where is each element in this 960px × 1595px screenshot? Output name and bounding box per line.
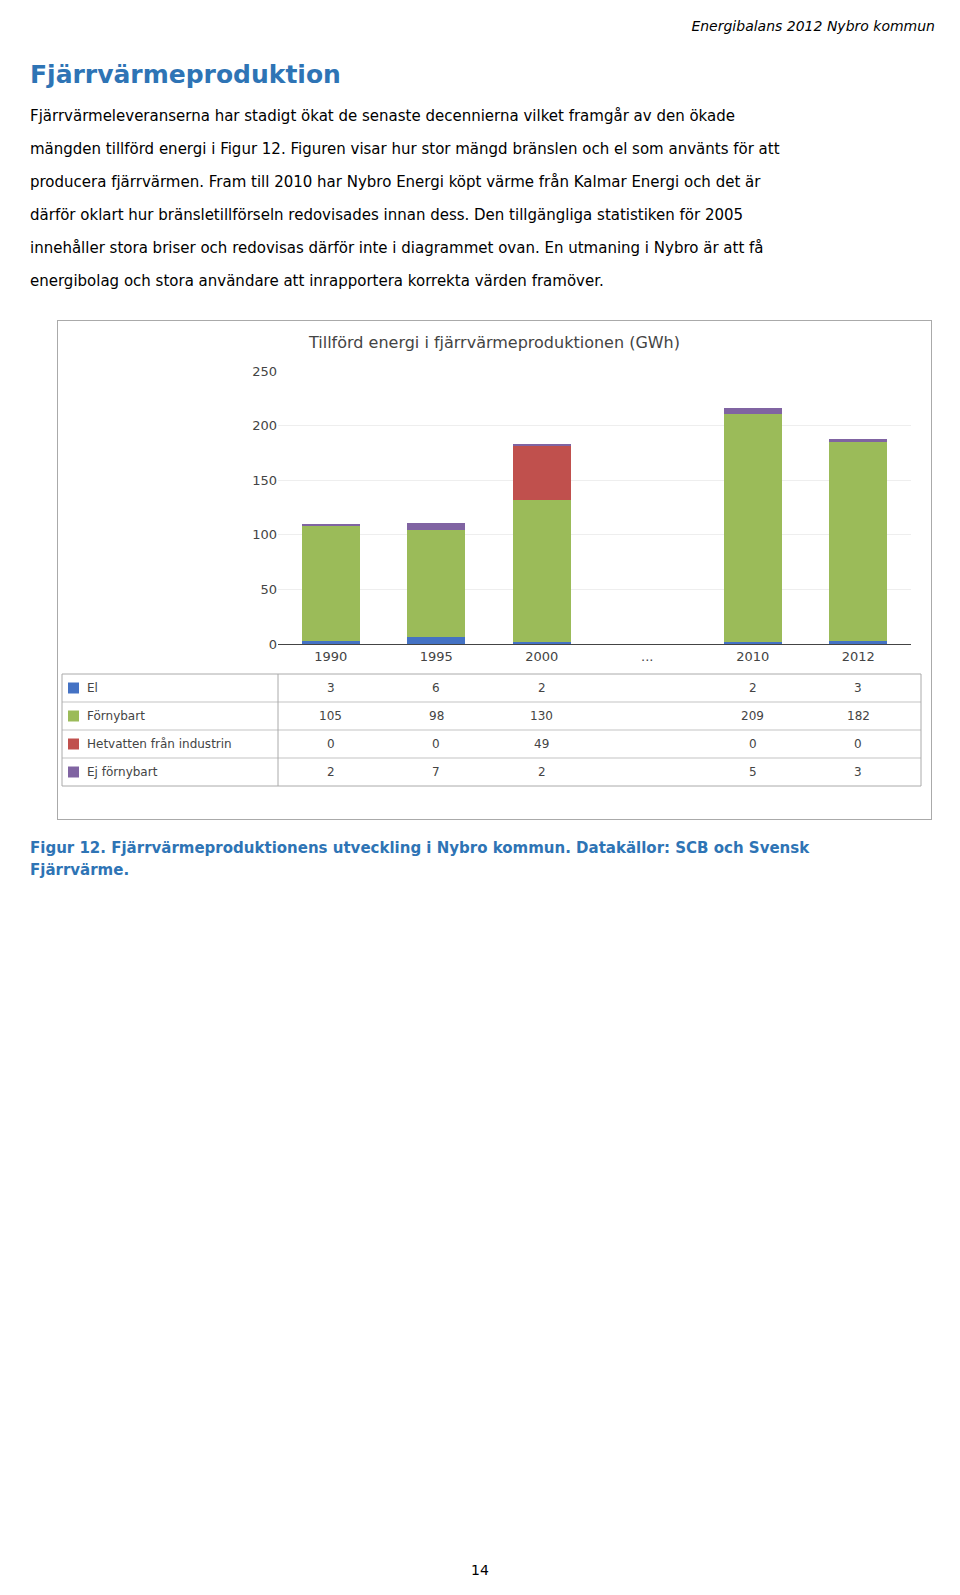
svg-text:El: El (87, 681, 98, 695)
svg-text:7: 7 (432, 765, 440, 779)
html-text:Fjärrvärmele­veranserna har st: Fjärrvärmele­veranserna har stadigt ökat… (30, 107, 735, 125)
html-text:Fjärrvärmeproduktion: Fjärrvärmeproduktion (30, 60, 341, 89)
svg-text:182: 182 (847, 709, 870, 723)
svg-text:200: 200 (252, 418, 277, 433)
html-text:14: 14 (471, 1562, 489, 1578)
svg-text:1995: 1995 (420, 649, 453, 664)
html-text:Energibalans 2012 Nybro kommun: Energibalans 2012 Nybro kommun (691, 18, 935, 34)
svg-text:6: 6 (432, 681, 440, 695)
svg-text:105: 105 (319, 709, 342, 723)
svg-text:2: 2 (327, 765, 335, 779)
html-text:Figur 12. Fjärrvärmeproduktion: Figur 12. Fjärrvärmeproduktionens utveck… (30, 839, 810, 857)
svg-text:98: 98 (429, 709, 444, 723)
svg-text:Tillförd energi i fjärrvärmepr: Tillförd energi i fjärrvärmeproduktionen… (308, 333, 680, 352)
svg-text:50: 50 (260, 582, 277, 597)
svg-text:150: 150 (252, 473, 277, 488)
svg-text:2012: 2012 (842, 649, 875, 664)
html-text:energibolag och stora användar: energibolag och stora användare att inra… (30, 272, 604, 290)
svg-text:Förnybart: Förnybart (87, 709, 145, 723)
svg-text:...: ... (641, 649, 653, 664)
svg-text:3: 3 (854, 681, 862, 695)
svg-text:2010: 2010 (736, 649, 769, 664)
svg-text:0: 0 (749, 737, 757, 751)
html-text:mängden tillförd energi i Figu: mängden tillförd energi i Figur 12. Figu… (30, 140, 780, 158)
svg-text:3: 3 (327, 681, 335, 695)
svg-text:100: 100 (252, 527, 277, 542)
html-text:innehåller stora briser och re: innehåller stora briser och redovisas dä… (30, 239, 764, 257)
svg-text:130: 130 (530, 709, 553, 723)
svg-text:2: 2 (538, 765, 546, 779)
svg-text:1990: 1990 (314, 649, 347, 664)
svg-text:5: 5 (749, 765, 757, 779)
svg-text:250: 250 (252, 364, 277, 379)
svg-text:3: 3 (854, 765, 862, 779)
html-text:därför oklart hur bränsletillf: därför oklart hur bränsletillförseln red… (30, 206, 744, 224)
svg-text:0: 0 (327, 737, 335, 751)
svg-text:0: 0 (854, 737, 862, 751)
svg-text:0: 0 (432, 737, 440, 751)
svg-text:Ej förnybart: Ej förnybart (87, 765, 158, 779)
svg-text:209: 209 (741, 709, 764, 723)
html-text:Fjärrvärme.: Fjärrvärme. (30, 861, 130, 879)
svg-text:Hetvatten från industrin: Hetvatten från industrin (87, 737, 232, 751)
svg-text:49: 49 (534, 737, 549, 751)
svg-text:2: 2 (749, 681, 757, 695)
svg-text:2: 2 (538, 681, 546, 695)
html-text:producera fjärrvärmen. Fram ti: producera fjärrvärmen. Fram till 2010 ha… (30, 173, 761, 191)
svg-text:2000: 2000 (525, 649, 558, 664)
svg-text:0: 0 (269, 637, 277, 652)
